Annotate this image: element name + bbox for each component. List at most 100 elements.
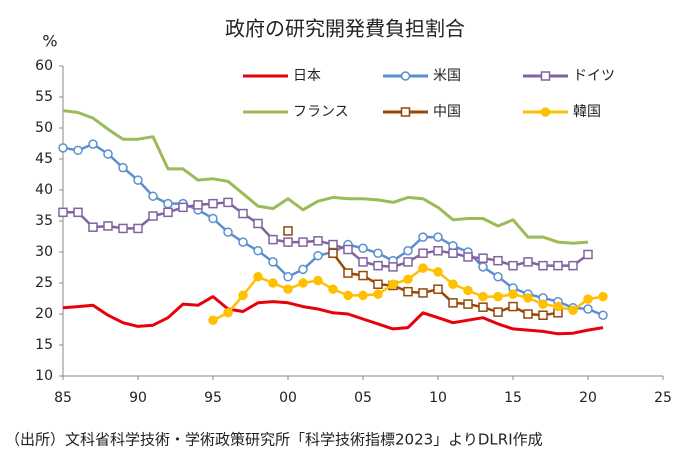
y-tick-label: 55 xyxy=(35,89,53,105)
legend-marker xyxy=(540,71,551,81)
y-tick-label: 45 xyxy=(35,151,53,167)
data-point xyxy=(508,289,518,299)
data-point xyxy=(298,264,308,275)
legend-marker xyxy=(400,107,411,117)
x-tick-label: 20 xyxy=(579,390,597,406)
data-point xyxy=(283,284,293,294)
y-tick-label: 20 xyxy=(35,306,53,322)
data-point xyxy=(283,237,293,247)
data-point xyxy=(358,257,368,267)
data-point xyxy=(388,262,398,272)
data-point xyxy=(553,301,563,312)
y-tick-label: 60 xyxy=(35,58,53,74)
data-point xyxy=(448,279,458,289)
data-point xyxy=(223,197,233,208)
data-point xyxy=(463,252,473,262)
series-line xyxy=(332,252,559,317)
chart-title: 政府の研究開発費負担割合 xyxy=(225,17,465,41)
data-point xyxy=(208,315,218,325)
legend-label: フランス xyxy=(293,104,349,120)
legend-marker xyxy=(540,107,551,117)
data-point xyxy=(283,272,293,282)
data-point xyxy=(523,309,533,319)
data-point xyxy=(268,278,278,288)
data-point xyxy=(358,243,368,254)
y-tick-label: 30 xyxy=(35,244,53,260)
data-point xyxy=(373,279,383,289)
y-axis-label: % xyxy=(42,32,57,51)
data-point xyxy=(298,237,308,247)
data-point xyxy=(568,305,578,316)
data-point xyxy=(268,257,278,267)
data-point xyxy=(163,198,173,209)
data-point xyxy=(373,248,383,258)
data-point xyxy=(418,288,428,298)
x-tick-label: 05 xyxy=(354,390,372,406)
data-point xyxy=(523,293,533,303)
data-point xyxy=(58,143,68,153)
data-point xyxy=(163,207,173,218)
data-point xyxy=(253,272,263,282)
data-point xyxy=(433,267,443,277)
data-point xyxy=(208,198,218,209)
data-point xyxy=(448,298,458,308)
data-point xyxy=(133,223,143,234)
data-point xyxy=(448,248,458,258)
data-point xyxy=(58,207,68,218)
data-point xyxy=(478,253,488,263)
series-line xyxy=(63,201,589,269)
data-point xyxy=(433,232,443,242)
data-point xyxy=(133,175,143,185)
y-tick-label: 50 xyxy=(35,120,53,136)
data-point xyxy=(538,310,548,320)
data-point xyxy=(583,249,593,260)
data-point xyxy=(418,232,428,242)
data-point xyxy=(328,284,338,294)
data-point xyxy=(358,270,368,281)
data-point xyxy=(178,202,188,213)
data-point xyxy=(418,248,428,258)
data-point xyxy=(463,285,473,296)
data-point xyxy=(253,218,263,229)
data-point xyxy=(88,139,98,149)
data-point xyxy=(118,162,128,173)
data-point xyxy=(523,257,533,267)
data-point xyxy=(118,223,128,234)
data-point xyxy=(223,227,233,237)
data-point xyxy=(373,289,383,299)
data-point xyxy=(538,260,548,271)
legend-label: 米国 xyxy=(433,68,461,84)
data-point xyxy=(208,213,218,224)
x-tick-label: 15 xyxy=(504,390,522,406)
data-point xyxy=(478,291,488,302)
y-tick-label: 15 xyxy=(35,337,53,353)
data-point xyxy=(598,310,608,320)
data-point xyxy=(313,250,323,261)
legend-label: ドイツ xyxy=(573,68,615,84)
legend-marker xyxy=(400,71,411,81)
data-point xyxy=(88,222,98,232)
legend-label: 日本 xyxy=(293,68,321,84)
data-point xyxy=(478,302,488,312)
data-point xyxy=(508,260,518,271)
data-point xyxy=(493,272,503,282)
data-point xyxy=(328,248,338,258)
data-point xyxy=(358,290,368,301)
x-tick-label: 90 xyxy=(129,390,147,406)
data-point xyxy=(253,246,263,256)
x-tick-label: 00 xyxy=(279,390,297,406)
data-point xyxy=(493,291,503,302)
data-point xyxy=(373,260,383,271)
data-point xyxy=(73,207,83,218)
data-point xyxy=(313,236,323,246)
data-point xyxy=(568,260,578,271)
data-point xyxy=(238,208,248,219)
x-tick-label: 85 xyxy=(54,390,72,406)
x-tick-label: 95 xyxy=(204,390,222,406)
data-point xyxy=(598,291,608,302)
data-point xyxy=(583,294,593,304)
data-point xyxy=(343,244,353,255)
data-point xyxy=(388,279,398,289)
data-point xyxy=(313,275,323,286)
data-point xyxy=(583,304,593,314)
